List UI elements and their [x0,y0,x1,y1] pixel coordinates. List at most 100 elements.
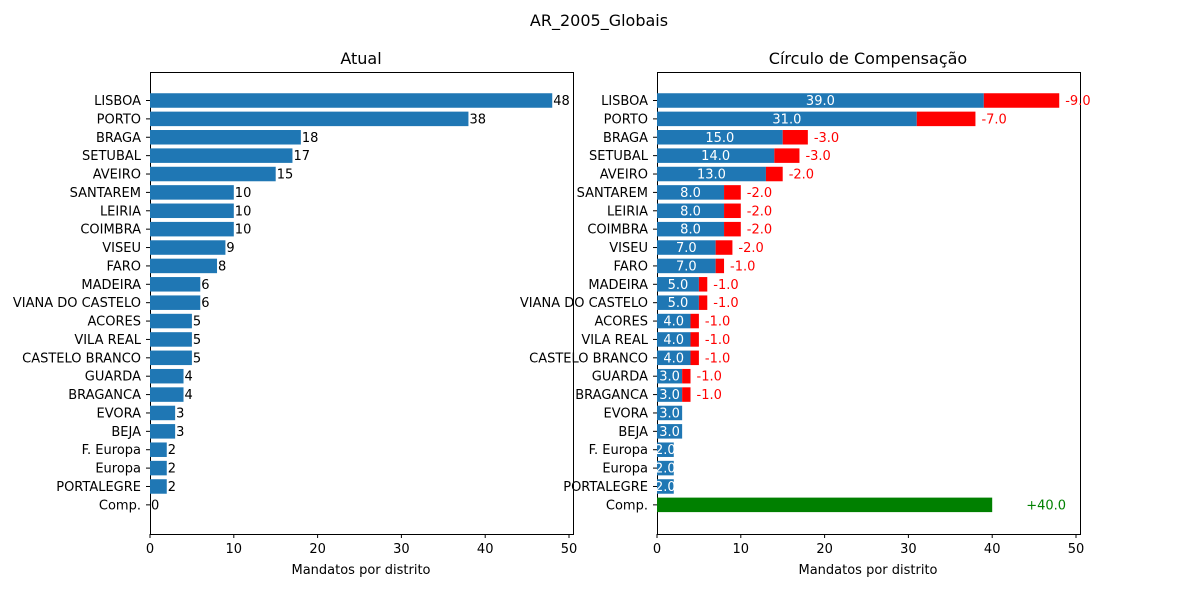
bar-base [657,277,699,292]
bar [150,111,469,127]
bar-base [657,111,917,127]
bar-loss [724,221,741,237]
bar-base-label: 3.0 [659,370,680,385]
bar-base-label: 5.0 [668,278,689,293]
bar-base [657,350,691,366]
bar-loss-label: -1.0 [697,388,722,403]
bar [150,368,184,384]
bar-gain-label: +40.0 [1026,498,1066,513]
bar-gain [657,497,993,513]
y-tick-label: LEIRIA [100,204,141,219]
bar-loss-label: -1.0 [705,351,730,366]
bar-loss [774,148,800,163]
bar-base [657,442,674,457]
figure-title: AR_2005_Globais [530,11,668,31]
bar-loss-label: -1.0 [730,259,755,274]
bar-base-label: 15.0 [705,131,734,146]
y-tick-label: BRAGA [96,131,141,146]
bar [150,203,234,219]
bar-base-label: 8.0 [680,223,701,238]
bar-loss [724,203,741,219]
bar-base-label: 3.0 [659,406,680,421]
y-tick-label: BEJA [618,425,648,440]
bar-loss-label: -1.0 [697,370,722,385]
bar-base [657,130,783,145]
bar-data-label: 2 [168,480,176,495]
bar-base [657,387,683,402]
bar-loss-label: -7.0 [981,112,1006,127]
y-tick-label: VISEU [102,241,141,256]
bar-loss-label: -1.0 [705,315,730,330]
bar-base-label: 7.0 [676,241,697,256]
x-tick-label: 30 [900,542,917,557]
y-tick-label: CASTELO BRANCO [529,351,648,366]
x-tick-label: 40 [477,542,494,557]
bar-data-label: 0 [151,498,159,513]
bar-data-label: 18 [302,131,319,146]
y-tick-label: SETUBAL [589,149,649,164]
bar-base-label: 2.0 [655,443,676,458]
bar-base [657,368,683,384]
bar-data-label: 3 [176,425,184,440]
bar [150,277,201,292]
bar-loss [782,130,808,145]
bar [150,442,167,457]
bar-data-label: 4 [185,370,193,385]
bar-base-label: 3.0 [659,425,680,440]
bar-base-label: 3.0 [659,388,680,403]
bar-base [657,313,691,329]
y-tick-label: SANTAREM [577,186,648,201]
y-tick-label: LISBOA [94,94,141,109]
bar-base [657,221,725,237]
bar-base [657,166,766,182]
bar-loss-label: -2.0 [789,168,814,183]
y-tick-label: BRAGA [603,131,648,146]
bar-base-label: 7.0 [676,259,697,274]
bar [150,424,176,439]
bar-loss-label: -2.0 [747,223,772,238]
x-tick-label: 0 [146,542,154,557]
bar-loss-label: -1.0 [705,333,730,348]
y-tick-label: BRAGANCA [68,388,141,403]
y-tick-label: Comp. [606,498,648,513]
bar-loss [690,350,699,366]
bar-base-label: 31.0 [772,112,801,127]
bar-loss-label: -9.0 [1065,94,1090,109]
y-tick-label: ACORES [595,315,648,330]
y-tick-label: FARO [614,259,648,274]
bar [150,405,176,421]
bar [150,295,201,310]
bar-data-label: 38 [469,112,486,127]
chart-atual: Atual Mandatos por distrito 0 10 20 30 40 50L… [13,49,577,578]
y-tick-label: SETUBAL [82,149,142,164]
bar-base [657,258,716,274]
chart-title-compensacao: Círculo de Compensação [769,49,967,68]
bar-data-label: 17 [293,149,310,164]
bar-data-label: 15 [277,168,294,183]
y-tick-label: FARO [107,259,141,274]
y-tick-label: EVORA [96,406,141,421]
bar-base-label: 4.0 [663,315,684,330]
bar [150,185,234,200]
y-tick-label: PORTO [604,112,648,127]
bar-base-label: 2.0 [655,462,676,477]
bar-loss-label: -3.0 [805,149,830,164]
x-tick-label: 20 [816,542,833,557]
bar-loss [715,258,725,274]
bar [150,166,276,182]
x-tick-label: 10 [733,542,750,557]
bar-data-label: 6 [201,278,209,293]
x-tick-label: 50 [561,542,578,557]
bar-loss-label: -2.0 [747,204,772,219]
bar [150,258,218,274]
y-tick-label: Europa [602,462,648,477]
bar-data-label: 10 [235,223,252,238]
y-tick-label: LEIRIA [607,204,648,219]
bar-loss [916,111,976,127]
y-tick-label: VILA REAL [581,333,648,348]
bar-data-label: 8 [218,259,226,274]
bar-loss [690,313,699,329]
bar [150,387,184,402]
bar-base [657,185,725,200]
bar-data-label: 10 [235,204,252,219]
